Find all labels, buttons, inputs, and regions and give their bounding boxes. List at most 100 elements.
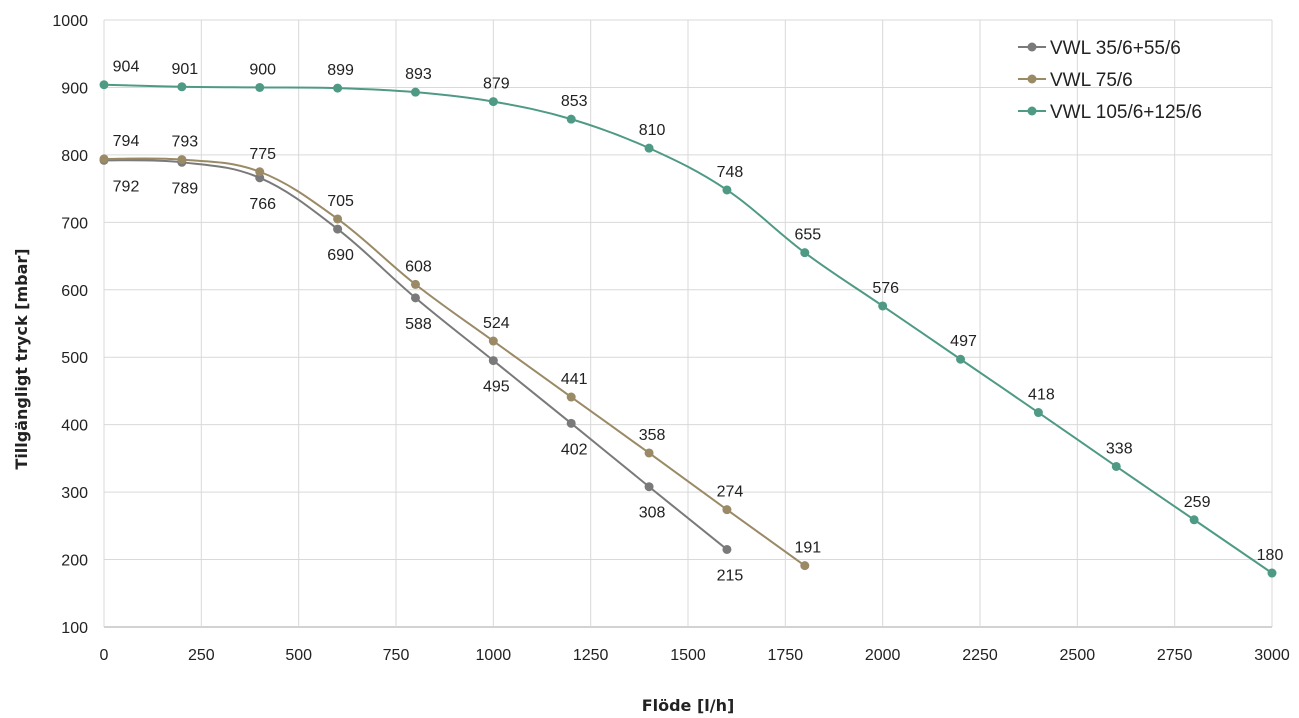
data-label: 274 [717, 484, 744, 501]
data-label: 524 [483, 315, 510, 332]
data-point [255, 82, 265, 92]
data-label: 853 [561, 93, 588, 110]
data-label: 705 [327, 193, 354, 210]
y-tick-label: 500 [61, 350, 88, 367]
data-point [800, 561, 810, 571]
y-tick-label: 400 [61, 418, 88, 435]
y-tick-label: 900 [61, 80, 88, 97]
data-point [1189, 515, 1199, 525]
data-label: 418 [1028, 387, 1055, 404]
gridlines [103, 19, 1273, 628]
legend-label: VWL 35/6+55/6 [1050, 38, 1181, 59]
data-label: 402 [561, 441, 588, 458]
data-point [644, 143, 654, 153]
y-tick-label: 600 [61, 283, 88, 300]
x-tick-label: 2750 [1157, 647, 1193, 664]
data-label: 900 [249, 61, 276, 78]
data-point [644, 448, 654, 458]
data-point [99, 154, 109, 164]
data-label: 608 [405, 258, 432, 275]
data-label: 792 [113, 178, 140, 195]
data-point [722, 185, 732, 195]
data-label: 810 [639, 122, 666, 139]
data-label: 879 [483, 76, 510, 93]
data-label: 358 [639, 427, 666, 444]
data-label: 789 [172, 180, 199, 197]
x-tick-label: 0 [100, 647, 109, 664]
x-axis-title: Flöde [l/h] [642, 696, 735, 715]
data-point [566, 114, 576, 124]
legend-swatch-marker [1027, 42, 1037, 52]
data-label: 794 [113, 133, 140, 150]
x-tick-label: 2500 [1060, 647, 1096, 664]
data-label: 215 [717, 567, 744, 584]
data-label: 338 [1106, 440, 1133, 457]
data-label: 893 [405, 66, 432, 83]
data-point [722, 544, 732, 554]
data-point [177, 155, 187, 165]
data-label: 497 [950, 333, 977, 350]
data-point [410, 87, 420, 97]
data-point [488, 97, 498, 107]
data-point [722, 505, 732, 515]
data-point [177, 82, 187, 92]
x-tick-label: 2250 [962, 647, 998, 664]
data-label: 766 [249, 196, 276, 213]
data-label: 748 [717, 164, 744, 181]
y-axis-title: Tillgängligt tryck [mbar] [12, 248, 31, 469]
x-tick-label: 1750 [768, 647, 804, 664]
data-label: 793 [172, 134, 199, 151]
legend-swatch-marker [1027, 106, 1037, 116]
data-point [566, 418, 576, 428]
y-tick-label: 1000 [52, 13, 88, 30]
data-label: 899 [327, 62, 354, 79]
data-label: 588 [405, 316, 432, 333]
data-point [99, 80, 109, 90]
y-tick-label: 200 [61, 553, 88, 570]
y-tick-label: 800 [61, 148, 88, 165]
data-label: 259 [1184, 494, 1211, 511]
data-point [488, 336, 498, 346]
x-tick-label: 750 [383, 647, 410, 664]
x-tick-label: 2000 [865, 647, 901, 664]
data-label: 904 [113, 59, 140, 76]
data-label: 191 [794, 540, 821, 557]
data-point [800, 248, 810, 258]
data-point [333, 214, 343, 224]
data-point [410, 279, 420, 289]
y-tick-label: 300 [61, 485, 88, 502]
x-tick-label: 250 [188, 647, 215, 664]
data-point [956, 354, 966, 364]
data-point [566, 392, 576, 402]
legend-swatch-marker [1027, 74, 1037, 84]
data-label: 308 [639, 505, 666, 522]
series [99, 80, 1277, 578]
series-line [103, 159, 728, 551]
data-point [1111, 461, 1121, 471]
x-tick-label: 1500 [670, 647, 706, 664]
data-label: 690 [327, 247, 354, 264]
series-line [103, 157, 806, 567]
series-line [103, 83, 1273, 574]
data-label: 441 [561, 371, 588, 388]
data-label: 576 [872, 280, 899, 297]
legend: VWL 35/6+55/6 VWL 75/6 VWL 105/6+125/6 [1018, 38, 1202, 123]
data-point [410, 293, 420, 303]
legend-label: VWL 75/6 [1050, 70, 1133, 91]
x-tick-label: 500 [285, 647, 312, 664]
data-label: 775 [249, 146, 276, 163]
tick-labels: 100 200 300 400 500 600 700 800 900 1000 0 250 500 75… [52, 13, 1289, 664]
x-tick-label: 1250 [573, 647, 609, 664]
x-tick-label: 3000 [1254, 647, 1290, 664]
data-label: 495 [483, 379, 510, 396]
data-point [488, 356, 498, 366]
x-tick-label: 1000 [476, 647, 512, 664]
data-point [644, 482, 654, 492]
data-label: 655 [794, 227, 821, 244]
legend-label: VWL 105/6+125/6 [1050, 102, 1202, 123]
data-label: 180 [1257, 547, 1284, 564]
data-point [878, 301, 888, 311]
data-point [1033, 408, 1043, 418]
data-labels: 792 789 766 690 588 495 402 308 215 794 793 775 705 6… [113, 59, 1284, 585]
